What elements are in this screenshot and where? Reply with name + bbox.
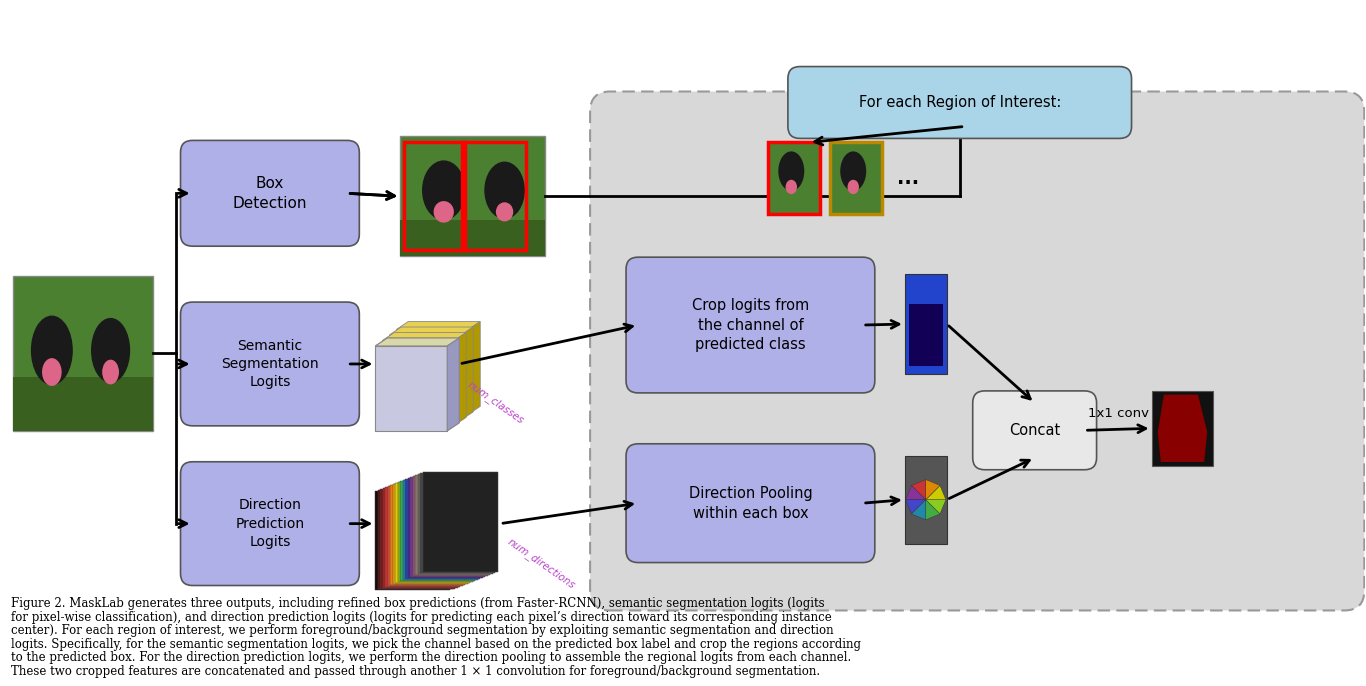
Polygon shape [395, 483, 470, 582]
Polygon shape [1158, 394, 1208, 462]
Ellipse shape [847, 180, 859, 194]
Text: ...: ... [897, 169, 919, 188]
Ellipse shape [779, 152, 805, 191]
Polygon shape [906, 499, 926, 514]
FancyBboxPatch shape [1152, 391, 1213, 466]
Polygon shape [382, 333, 466, 340]
Text: logits. Specifically, for the semantic segmentation logits, we pick the channel : logits. Specifically, for the semantic s… [11, 638, 861, 651]
Polygon shape [413, 475, 488, 576]
Polygon shape [926, 480, 940, 499]
Polygon shape [911, 499, 926, 520]
Polygon shape [400, 481, 475, 580]
FancyBboxPatch shape [180, 141, 359, 246]
Ellipse shape [496, 202, 514, 222]
FancyBboxPatch shape [180, 462, 359, 586]
Polygon shape [469, 322, 481, 414]
Polygon shape [376, 338, 459, 346]
FancyBboxPatch shape [768, 143, 820, 214]
FancyBboxPatch shape [590, 91, 1365, 611]
Polygon shape [410, 477, 485, 576]
Polygon shape [447, 338, 459, 431]
Ellipse shape [92, 318, 130, 383]
Polygon shape [408, 477, 482, 578]
Text: For each Region of Interest:: For each Region of Interest: [858, 95, 1061, 110]
Text: Semantic
Segmentation
Logits: Semantic Segmentation Logits [221, 339, 318, 390]
Text: Direction
Prediction
Logits: Direction Prediction Logits [235, 498, 305, 549]
Text: Box
Detection: Box Detection [232, 176, 307, 211]
Polygon shape [391, 485, 466, 584]
Ellipse shape [422, 161, 466, 220]
Text: Figure 2. MaskLab generates three outputs, including refined box predictions (fr: Figure 2. MaskLab generates three output… [11, 598, 824, 611]
Text: 1x1 conv: 1x1 conv [1087, 407, 1149, 421]
Polygon shape [447, 338, 459, 431]
Text: Crop logits from
the channel of
predicted class: Crop logits from the channel of predicte… [691, 298, 809, 353]
Polygon shape [415, 475, 490, 575]
Ellipse shape [433, 201, 454, 223]
Polygon shape [380, 488, 455, 589]
Text: These two cropped features are concatenated and passed through another 1 × 1 con: These two cropped features are concatena… [11, 665, 820, 678]
Ellipse shape [840, 152, 866, 191]
FancyBboxPatch shape [400, 220, 545, 256]
Polygon shape [376, 346, 447, 431]
Ellipse shape [42, 358, 61, 386]
Polygon shape [418, 474, 493, 573]
Polygon shape [926, 499, 940, 520]
Polygon shape [385, 486, 460, 587]
Ellipse shape [102, 359, 119, 384]
Text: center). For each region of interest, we perform foreground/background segmentat: center). For each region of interest, we… [11, 624, 833, 637]
FancyBboxPatch shape [904, 456, 947, 543]
Polygon shape [403, 480, 478, 580]
Polygon shape [396, 322, 481, 329]
FancyBboxPatch shape [180, 302, 359, 426]
Polygon shape [378, 490, 452, 589]
Polygon shape [376, 346, 447, 431]
Polygon shape [906, 486, 926, 499]
Ellipse shape [31, 316, 72, 386]
Text: num_classes: num_classes [466, 379, 526, 426]
Polygon shape [382, 340, 455, 425]
Polygon shape [393, 484, 467, 584]
Polygon shape [422, 472, 497, 571]
Polygon shape [382, 488, 458, 587]
Ellipse shape [485, 162, 525, 219]
Polygon shape [462, 327, 473, 420]
Text: for pixel-wise classification), and direction prediction logits (logits for pred: for pixel-wise classification), and dire… [11, 611, 832, 624]
Text: Concat: Concat [1009, 423, 1060, 438]
Text: Direction Pooling
within each box: Direction Pooling within each box [688, 486, 813, 521]
FancyBboxPatch shape [626, 444, 874, 563]
Polygon shape [396, 329, 469, 414]
Polygon shape [389, 327, 473, 335]
Polygon shape [376, 338, 459, 346]
Text: to the predicted box. For the direction prediction logits, we perform the direct: to the predicted box. For the direction … [11, 652, 851, 664]
FancyBboxPatch shape [973, 391, 1097, 470]
Text: num_directions: num_directions [505, 536, 576, 591]
Polygon shape [398, 482, 473, 582]
FancyBboxPatch shape [788, 67, 1131, 139]
FancyBboxPatch shape [400, 137, 545, 256]
Polygon shape [926, 486, 945, 499]
FancyBboxPatch shape [626, 257, 874, 393]
Ellipse shape [785, 180, 796, 194]
FancyBboxPatch shape [831, 143, 882, 214]
Polygon shape [406, 479, 481, 578]
FancyBboxPatch shape [904, 274, 947, 374]
FancyBboxPatch shape [908, 304, 943, 366]
Polygon shape [455, 333, 466, 425]
Polygon shape [376, 490, 451, 591]
Polygon shape [388, 486, 463, 586]
Polygon shape [911, 480, 926, 499]
Polygon shape [926, 499, 945, 514]
Polygon shape [389, 335, 462, 420]
FancyBboxPatch shape [12, 377, 153, 431]
FancyBboxPatch shape [12, 276, 153, 431]
Polygon shape [421, 473, 496, 573]
